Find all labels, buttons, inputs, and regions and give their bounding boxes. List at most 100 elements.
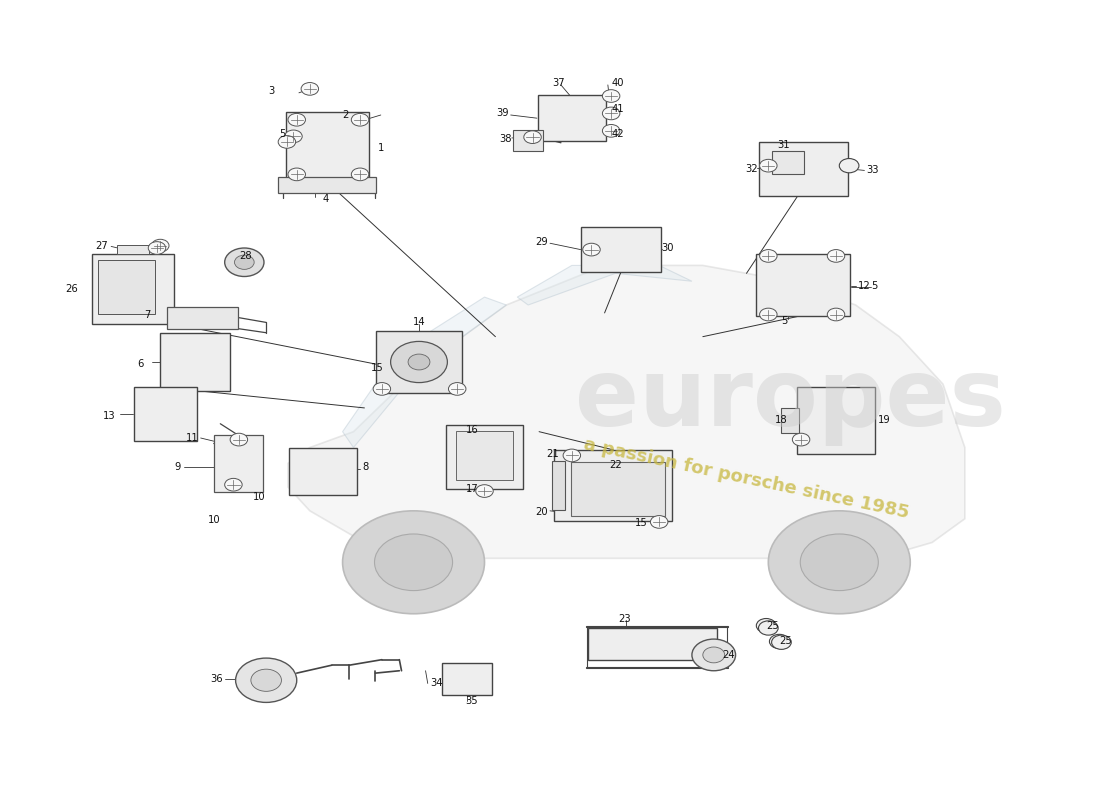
- Circle shape: [703, 647, 725, 663]
- Bar: [586, 626, 728, 627]
- Text: 21: 21: [546, 449, 559, 459]
- Circle shape: [603, 90, 620, 102]
- Bar: [771, 150, 804, 174]
- Text: 13: 13: [103, 411, 116, 421]
- Text: 22: 22: [609, 460, 622, 470]
- Circle shape: [373, 382, 390, 395]
- Text: 33: 33: [867, 166, 879, 175]
- Text: 37: 37: [552, 78, 565, 88]
- Text: 18: 18: [776, 414, 788, 425]
- Text: 7: 7: [144, 310, 151, 319]
- Circle shape: [603, 107, 620, 120]
- Bar: [134, 387, 197, 441]
- Text: 30: 30: [661, 243, 674, 253]
- Circle shape: [524, 131, 541, 143]
- Text: 39: 39: [496, 109, 508, 118]
- Bar: [588, 628, 717, 660]
- Circle shape: [288, 114, 306, 126]
- Text: europes: europes: [574, 354, 1005, 446]
- Circle shape: [563, 449, 581, 462]
- Bar: [456, 431, 513, 480]
- Text: 42: 42: [612, 129, 624, 139]
- Bar: [289, 447, 356, 495]
- Circle shape: [792, 434, 810, 446]
- Text: 14: 14: [412, 318, 426, 327]
- Text: 23: 23: [618, 614, 630, 623]
- Circle shape: [771, 635, 791, 650]
- Text: 26: 26: [66, 284, 78, 294]
- Circle shape: [603, 125, 620, 137]
- Text: 31: 31: [777, 140, 790, 150]
- Text: 12: 12: [858, 281, 870, 291]
- Circle shape: [650, 515, 668, 528]
- Bar: [571, 462, 664, 515]
- Circle shape: [476, 485, 493, 498]
- Circle shape: [152, 239, 169, 252]
- Text: 29: 29: [535, 237, 548, 246]
- Circle shape: [285, 130, 303, 142]
- Circle shape: [224, 248, 264, 277]
- Circle shape: [692, 639, 736, 670]
- Text: 5: 5: [782, 316, 788, 326]
- Text: 10: 10: [208, 515, 220, 526]
- Text: 6: 6: [138, 359, 144, 370]
- Text: a passion for porsche since 1985: a passion for porsche since 1985: [582, 436, 911, 522]
- Bar: [442, 663, 492, 694]
- Text: 35: 35: [465, 696, 477, 706]
- Text: 27: 27: [95, 241, 108, 250]
- Text: 34: 34: [430, 678, 442, 689]
- Circle shape: [224, 478, 242, 491]
- Text: 5: 5: [871, 281, 878, 291]
- Bar: [161, 333, 230, 391]
- Bar: [513, 130, 543, 150]
- Bar: [757, 254, 850, 316]
- Text: 28: 28: [239, 251, 252, 261]
- Text: 24: 24: [723, 650, 735, 660]
- Text: 20: 20: [536, 507, 548, 518]
- Text: 10: 10: [253, 491, 266, 502]
- Polygon shape: [342, 297, 506, 447]
- Text: 25: 25: [779, 637, 792, 646]
- Circle shape: [234, 255, 254, 270]
- Circle shape: [759, 621, 778, 635]
- Text: 4: 4: [323, 194, 329, 204]
- Circle shape: [342, 511, 484, 614]
- Text: 3: 3: [268, 86, 275, 96]
- Bar: [214, 435, 263, 492]
- Circle shape: [760, 250, 777, 262]
- Circle shape: [760, 308, 777, 321]
- Bar: [286, 112, 368, 185]
- Bar: [98, 260, 155, 314]
- Text: 2: 2: [342, 110, 349, 120]
- Circle shape: [390, 342, 448, 382]
- Circle shape: [351, 168, 369, 181]
- Circle shape: [278, 135, 296, 148]
- Circle shape: [769, 634, 789, 649]
- Bar: [538, 95, 606, 141]
- Text: 41: 41: [612, 104, 624, 114]
- Bar: [167, 306, 239, 329]
- Circle shape: [449, 382, 466, 395]
- Bar: [586, 666, 728, 668]
- Bar: [759, 142, 848, 196]
- Text: 5: 5: [279, 129, 286, 139]
- Circle shape: [301, 82, 319, 95]
- Text: 17: 17: [466, 484, 478, 494]
- Bar: [581, 227, 661, 272]
- Circle shape: [768, 511, 910, 614]
- Bar: [278, 177, 376, 193]
- Text: 8: 8: [362, 462, 369, 472]
- Circle shape: [374, 534, 452, 590]
- Text: 36: 36: [210, 674, 222, 684]
- Polygon shape: [517, 266, 692, 305]
- Text: 32: 32: [745, 164, 758, 174]
- Text: 11: 11: [186, 433, 198, 443]
- Circle shape: [230, 434, 248, 446]
- Text: 9: 9: [175, 462, 182, 471]
- Polygon shape: [288, 266, 965, 558]
- Circle shape: [757, 618, 776, 633]
- Circle shape: [827, 308, 845, 321]
- Circle shape: [148, 242, 166, 254]
- Text: 38: 38: [499, 134, 512, 144]
- Bar: [554, 450, 672, 521]
